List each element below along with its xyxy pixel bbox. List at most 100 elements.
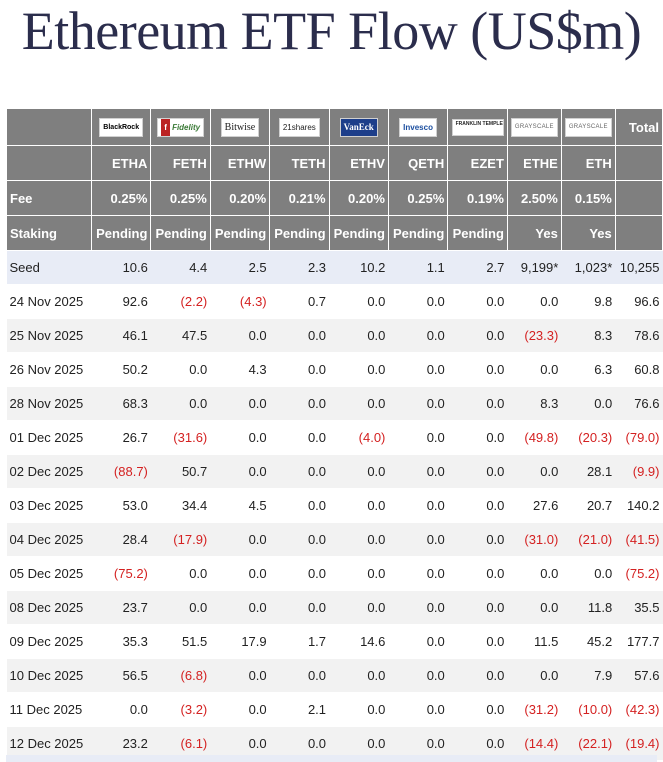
row-date-label: 08 Dec 2025 bbox=[6, 590, 92, 625]
total-cell: (42.3) bbox=[615, 692, 663, 727]
total-cell: 177.7 bbox=[615, 624, 663, 659]
staking-value: Pending bbox=[447, 215, 508, 251]
flow-cell: 0.0 bbox=[447, 352, 508, 387]
flow-cell: (75.2) bbox=[91, 556, 151, 591]
flow-cell: 0.0 bbox=[269, 420, 330, 455]
flow-cell: 0.0 bbox=[388, 386, 448, 421]
flow-cell: 11.5 bbox=[507, 624, 562, 659]
flow-cell: 0.0 bbox=[447, 386, 508, 421]
flow-cell: 0.0 bbox=[388, 284, 448, 319]
total-cell: 140.2 bbox=[615, 488, 663, 523]
flow-cell: 0.0 bbox=[210, 454, 270, 489]
total-cell: (9.9) bbox=[615, 454, 663, 489]
flow-cell: 4.5 bbox=[210, 488, 270, 523]
flow-cell: 26.7 bbox=[91, 420, 151, 455]
flow-cell: 0.0 bbox=[210, 386, 270, 421]
table-row: 24 Nov 2025 92.6 (2.2) (4.3) 0.7 0.0 0.0 0.0 0.0… bbox=[6, 284, 663, 319]
fee-value: 0.21% bbox=[269, 180, 330, 216]
flow-cell: 0.0 bbox=[447, 658, 508, 693]
flow-cell: 0.0 bbox=[447, 624, 508, 659]
flow-cell: (17.9) bbox=[150, 522, 211, 557]
flow-cell: 0.0 bbox=[210, 590, 270, 625]
etf-flow-table: BlackRock f Fidelity Bitwise 21shares Van… bbox=[5, 108, 663, 761]
flow-cell: 28.1 bbox=[561, 454, 616, 489]
flow-cell: 0.0 bbox=[388, 624, 448, 659]
row-date-label: 11 Dec 2025 bbox=[6, 692, 92, 727]
flow-cell: 0.0 bbox=[388, 352, 448, 387]
fidelity-f-icon: f bbox=[161, 118, 171, 136]
ticker-label: ETHA bbox=[91, 145, 152, 181]
flow-cell: 0.0 bbox=[388, 420, 448, 455]
flow-cell: 28.4 bbox=[91, 522, 151, 557]
ticker-label: ETHE bbox=[506, 145, 562, 181]
fee-value: 0.25% bbox=[387, 180, 449, 216]
flow-cell: 0.0 bbox=[447, 488, 508, 523]
flow-cell: 45.2 bbox=[561, 624, 616, 659]
fee-value: 0.20% bbox=[209, 180, 271, 216]
flow-cell: 0.0 bbox=[329, 284, 389, 319]
ticker-label: EZET bbox=[447, 145, 508, 181]
flow-cell: 47.5 bbox=[150, 318, 211, 353]
grayscale-logo: GRAYSCALE bbox=[510, 117, 558, 137]
flow-cell: 46.1 bbox=[91, 318, 151, 353]
flow-cell: 0.0 bbox=[329, 386, 389, 421]
flow-cell: 53.0 bbox=[91, 488, 151, 523]
row-date-label: Seed bbox=[6, 250, 92, 285]
table-row: 02 Dec 2025 (88.7) 50.7 0.0 0.0 0.0 0.0 0.0 0.0 2… bbox=[6, 454, 663, 489]
ticker-label: QETH bbox=[387, 145, 449, 181]
flow-cell: 68.3 bbox=[91, 386, 151, 421]
flow-cell: 0.0 bbox=[388, 556, 448, 591]
flow-cell: 0.0 bbox=[447, 454, 508, 489]
row-date-label: 28 Nov 2025 bbox=[6, 386, 92, 421]
table-row: 26 Nov 2025 50.2 0.0 4.3 0.0 0.0 0.0 0.0 0.0 6.3 6… bbox=[6, 352, 663, 387]
flow-cell: (23.3) bbox=[507, 318, 562, 353]
fee-value: 0.25% bbox=[150, 180, 211, 216]
flow-cell: 0.0 bbox=[388, 454, 448, 489]
row-date-label: 25 Nov 2025 bbox=[6, 318, 92, 353]
flow-cell: 0.0 bbox=[329, 454, 389, 489]
flow-cell: 0.0 bbox=[388, 590, 448, 625]
staking-value: Pending bbox=[91, 215, 152, 251]
flow-cell: 0.0 bbox=[329, 488, 389, 523]
flow-cell: 8.3 bbox=[507, 386, 562, 421]
flow-cell: 0.0 bbox=[329, 692, 389, 727]
ticker-label: ETHW bbox=[209, 145, 271, 181]
flow-cell: (6.8) bbox=[150, 658, 211, 693]
flow-cell: 0.0 bbox=[329, 352, 389, 387]
flow-cell: 0.0 bbox=[210, 692, 270, 727]
fee-value: 0.15% bbox=[560, 180, 616, 216]
flow-cell: 50.7 bbox=[150, 454, 211, 489]
flow-cell: 27.6 bbox=[507, 488, 562, 523]
invesco-logo: Invesco bbox=[399, 117, 437, 137]
franklin-templeton-logo: FRANKLIN TEMPLETON bbox=[451, 118, 504, 136]
total-cell: (41.5) bbox=[615, 522, 663, 557]
fee-label: Fee bbox=[5, 180, 93, 216]
total-cell: (79.0) bbox=[615, 420, 663, 455]
total-cell: 60.8 bbox=[615, 352, 663, 387]
flow-cell: 23.7 bbox=[91, 590, 151, 625]
grayscale-logo: GRAYSCALE bbox=[564, 117, 612, 137]
table-row: 01 Dec 2025 26.7 (31.6) 0.0 0.0 (4.0) 0.0 0.0 (4… bbox=[6, 420, 663, 455]
staking-row: Staking Pending Pending Pending Pending … bbox=[5, 215, 663, 251]
flow-cell: 0.0 bbox=[329, 522, 389, 557]
flow-cell: 0.0 bbox=[150, 386, 211, 421]
flow-cell: 0.0 bbox=[210, 420, 270, 455]
flow-cell: 11.8 bbox=[561, 590, 616, 625]
flow-cell: (4.3) bbox=[210, 284, 270, 319]
flow-cell: 0.0 bbox=[388, 658, 448, 693]
fee-value: 0.20% bbox=[328, 180, 389, 216]
flow-cell: 0.0 bbox=[210, 318, 270, 353]
table-row: 25 Nov 2025 46.1 47.5 0.0 0.0 0.0 0.0 0.0 (23.3)… bbox=[6, 318, 663, 353]
flow-cell: 7.9 bbox=[561, 658, 616, 693]
flow-cell: 0.0 bbox=[210, 658, 270, 693]
row-date-label: 04 Dec 2025 bbox=[6, 522, 92, 557]
flow-cell: (3.2) bbox=[150, 692, 211, 727]
flow-cell: 0.0 bbox=[150, 556, 211, 591]
flow-cell: 0.0 bbox=[507, 590, 562, 625]
flow-cell: (31.2) bbox=[507, 692, 562, 727]
flow-cell: 0.0 bbox=[91, 692, 151, 727]
logo-header-row: BlackRock f Fidelity Bitwise 21shares Van… bbox=[5, 108, 663, 146]
flow-cell: 20.7 bbox=[561, 488, 616, 523]
staking-value: Pending bbox=[150, 215, 211, 251]
flow-cell: 0.0 bbox=[150, 352, 211, 387]
